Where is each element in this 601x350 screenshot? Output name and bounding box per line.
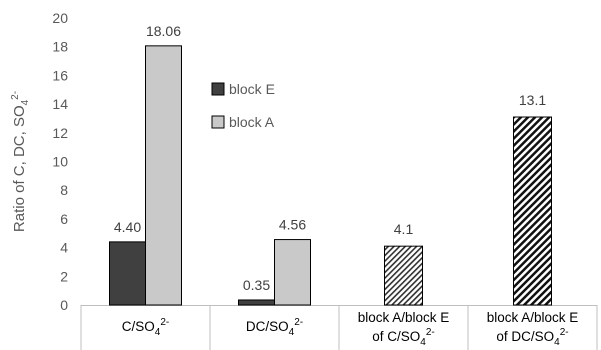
category-label: block A/block E	[358, 310, 450, 325]
y-tick-label: 14	[52, 96, 68, 112]
y-tick-label: 6	[60, 211, 68, 227]
ratio-bar	[513, 116, 552, 306]
category-label: block A/block E	[487, 310, 579, 325]
y-tick-label: 16	[52, 67, 68, 83]
y-axis-title: Ratio of C, DC, SO42-	[10, 91, 31, 232]
y-tick-label: 0	[60, 297, 68, 313]
legend-swatch	[211, 115, 225, 129]
data-label: 18.06	[146, 23, 181, 39]
y-tick-label: 4	[60, 240, 68, 256]
bar-block-a	[274, 239, 311, 306]
category-label: of C/SO42-	[372, 327, 434, 348]
bar-block-e	[109, 241, 146, 306]
y-tick-label: 18	[52, 39, 68, 55]
data-label: 4.56	[279, 217, 306, 233]
legend-label: block E	[229, 81, 275, 97]
data-label: 0.35	[243, 277, 270, 293]
bar-block-a	[145, 45, 182, 306]
ratio-bar	[384, 245, 423, 306]
y-tick-label: 20	[52, 10, 68, 26]
category-label: DC/SO42-	[246, 317, 303, 338]
y-tick-label: 12	[52, 125, 68, 141]
bar-block-e	[238, 299, 275, 306]
y-tick-label: 10	[52, 154, 68, 170]
category-label: C/SO42-	[122, 317, 169, 338]
legend-swatch	[211, 82, 225, 96]
category-label: of DC/SO42-	[496, 327, 568, 348]
data-label: 4.40	[114, 219, 141, 235]
data-label: 4.1	[394, 221, 414, 237]
plot-area: 0 2 4 6 8 10 12 14 16 18 20 Ratio of C, DC, SO42- 4.…	[10, 10, 598, 350]
legend-label: block A	[229, 114, 275, 130]
y-tick-label: 8	[60, 182, 68, 198]
data-label: 13.1	[519, 92, 546, 108]
y-tick-label: 2	[60, 268, 68, 284]
